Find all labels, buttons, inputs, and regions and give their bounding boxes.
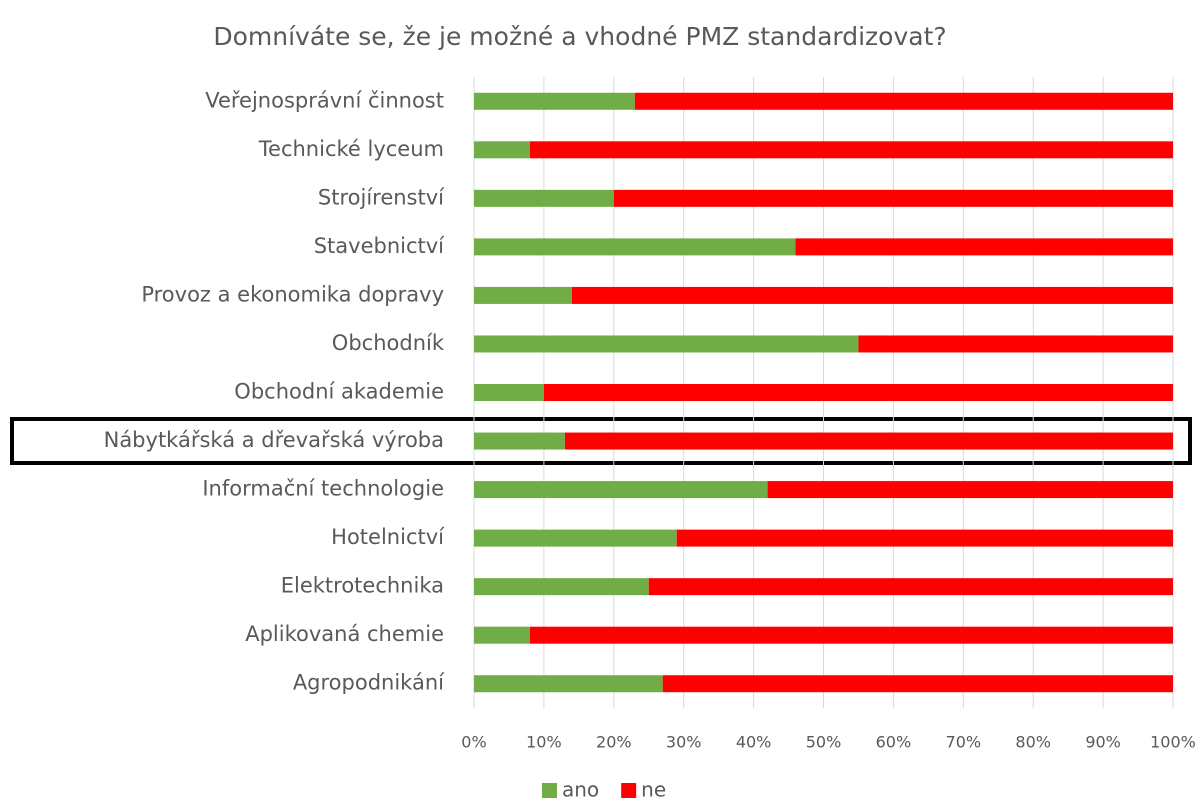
x-tick-label: 40% <box>736 733 772 752</box>
legend-label: ne <box>641 778 666 802</box>
bar-segment <box>529 141 1173 159</box>
highlight-box <box>10 417 1192 465</box>
bar-segment <box>474 626 530 644</box>
bar-segment <box>474 384 544 401</box>
bar-segment <box>634 92 1173 110</box>
bar-segment <box>676 529 1173 547</box>
bar-segment <box>474 529 677 547</box>
bar-segment <box>474 286 572 304</box>
y-tick-label: Hotelnictví <box>331 525 445 549</box>
x-tick-label: 20% <box>596 733 632 752</box>
y-tick-label: Obchodní akademie <box>234 380 444 404</box>
bar-segment <box>613 189 1173 207</box>
y-tick-label: Provoz a ekonomika dopravy <box>141 282 444 306</box>
bar-segment <box>474 675 663 693</box>
y-tick-label: Stavebnictví <box>314 234 445 258</box>
bar-segment <box>474 189 614 207</box>
bar-segment <box>474 141 530 159</box>
x-tick-label: 10% <box>526 733 562 752</box>
bar-segment <box>529 626 1173 644</box>
bar-segment <box>474 238 796 256</box>
x-tick-label: 60% <box>876 733 912 752</box>
x-tick-label: 70% <box>946 733 982 752</box>
x-tick-label: 80% <box>1015 733 1051 752</box>
y-tick-label: Nábytkářská a dřevařská výroba <box>104 428 444 452</box>
x-tick-label: 30% <box>666 733 702 752</box>
y-tick-label: Elektrotechnika <box>281 574 444 598</box>
y-tick-label: Informační technologie <box>202 477 444 501</box>
bar-segment <box>662 675 1173 693</box>
bar-segment <box>795 238 1173 256</box>
bar-segment <box>767 481 1173 499</box>
y-tick-label: Strojírenství <box>318 185 445 209</box>
x-tick-label: 100% <box>1150 733 1196 752</box>
legend-swatch <box>621 783 637 798</box>
bar-segment <box>858 335 1173 353</box>
y-tick-label: Agropodnikání <box>293 671 445 695</box>
bar-segment <box>474 432 565 450</box>
x-tick-label: 50% <box>806 733 842 752</box>
bar-segment <box>474 92 635 110</box>
legend-label: ano <box>562 778 599 802</box>
legend-swatch <box>542 783 557 798</box>
bar-segment <box>474 578 649 596</box>
bar-segment <box>648 578 1173 596</box>
y-tick-label: Veřejnosprávní činnost <box>205 88 444 112</box>
y-tick-label: Obchodník <box>332 331 445 355</box>
x-tick-label: 0% <box>461 733 486 752</box>
bar-segment <box>474 335 859 353</box>
y-tick-label: Technické lyceum <box>258 137 444 161</box>
bar-segment <box>564 432 1173 450</box>
chart-title: Domníváte se, že je možné a vhodné PMZ s… <box>213 22 946 51</box>
bar-segment <box>474 481 768 499</box>
y-tick-label: Aplikovaná chemie <box>245 622 444 646</box>
bar-segment <box>571 286 1173 304</box>
x-tick-label: 90% <box>1085 733 1121 752</box>
bar-segment <box>543 384 1173 401</box>
